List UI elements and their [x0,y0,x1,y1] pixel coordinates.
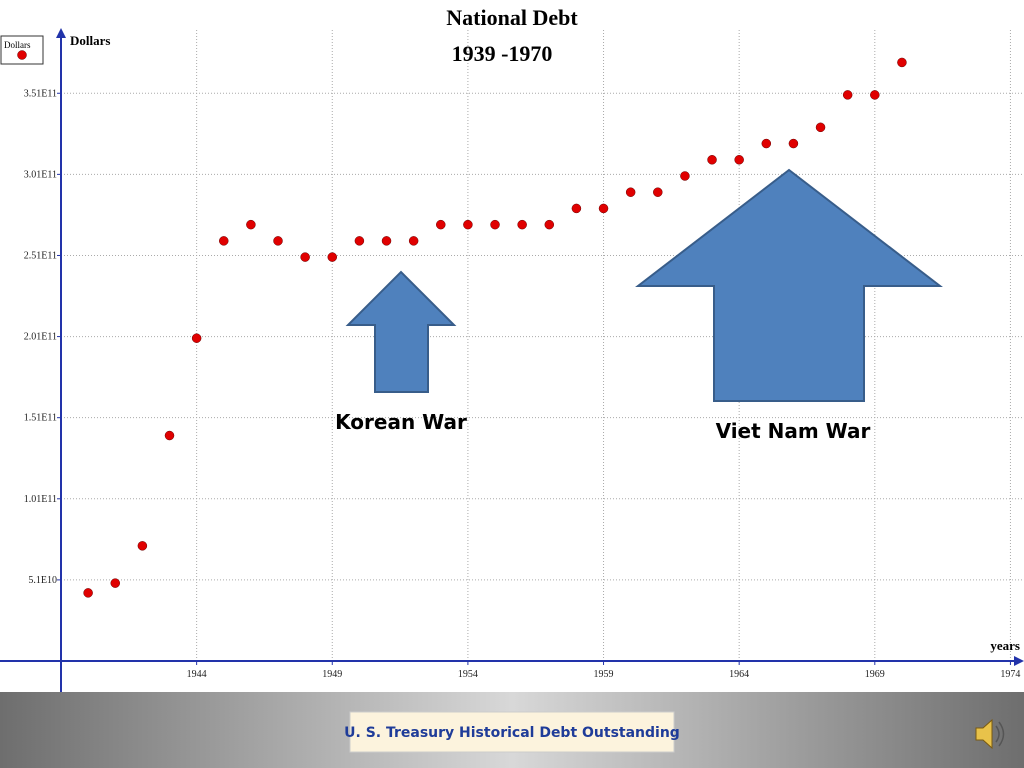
data-point [870,90,880,100]
y-tick-label: 1.51E11 [24,413,57,424]
y-tick-label: 5.1E10 [28,575,57,586]
x-tick-label: 1964 [729,669,749,680]
annotation: Viet Nam War [716,419,871,443]
x-tick-label: 1974 [1000,669,1020,680]
source-text: U. S. Treasury Historical Debt Outstandi… [344,725,680,741]
speaker-icon[interactable] [975,718,1005,750]
data-point [191,333,202,343]
data-point [897,57,907,68]
data-point [490,219,500,230]
data-point [598,203,609,214]
y-axis-arrow [56,28,66,38]
data-point [137,541,148,551]
marks [83,57,907,598]
x-axis-arrow [1014,656,1024,666]
y-tick-label: 3.01E11 [24,169,57,180]
data-point [463,219,473,230]
y-tick-label: 1.01E11 [24,494,57,505]
source-box [349,711,675,753]
x-tick-label: 1969 [865,669,885,680]
data-point [788,138,799,149]
data-point [734,155,744,165]
data-point [273,236,283,246]
data-point [680,171,690,181]
data-point [653,187,663,197]
data-point [83,588,93,598]
legend-marker [17,50,27,60]
chart-title: National Debt [446,5,578,30]
annotation: Korean War [335,410,467,434]
data-point [300,252,310,262]
x-tick-label: 1954 [458,669,478,680]
data-point [625,187,636,197]
y-tick-label: 3.51E11 [24,88,57,99]
data-point [571,203,582,214]
data-point [219,236,229,246]
vietnam-war-arrow [635,168,943,402]
x-tick-label: 1959 [594,669,614,680]
data-point [517,219,527,230]
chart-background [0,0,1024,692]
data-point [246,219,256,230]
x-axis-label: years [990,638,1020,653]
data-point [381,236,392,246]
y-tick-label: 2.51E11 [24,250,57,261]
y-tick-label: 2.01E11 [24,332,57,343]
korean-war-arrow [345,270,457,393]
data-point [164,430,175,441]
y-axis-label: Dollars [70,33,110,48]
x-tick-label: 1949 [322,669,342,680]
data-point [408,236,419,246]
data-point [544,219,555,230]
data-point [815,122,826,133]
x-tick-label: 1944 [187,669,207,680]
legend-label: Dollars [4,40,31,50]
data-point [707,155,717,165]
data-point [436,219,446,230]
data-point [327,252,338,262]
data-point [842,90,853,100]
chart-subtitle: 1939 -1970 [452,41,553,66]
data-point [110,578,121,588]
grid: 5.1E10 1.01E11 1.51E11 2.01E11 2.51E11 3.01E1… [24,30,1024,680]
data-point [761,138,772,149]
data-point [354,236,365,246]
